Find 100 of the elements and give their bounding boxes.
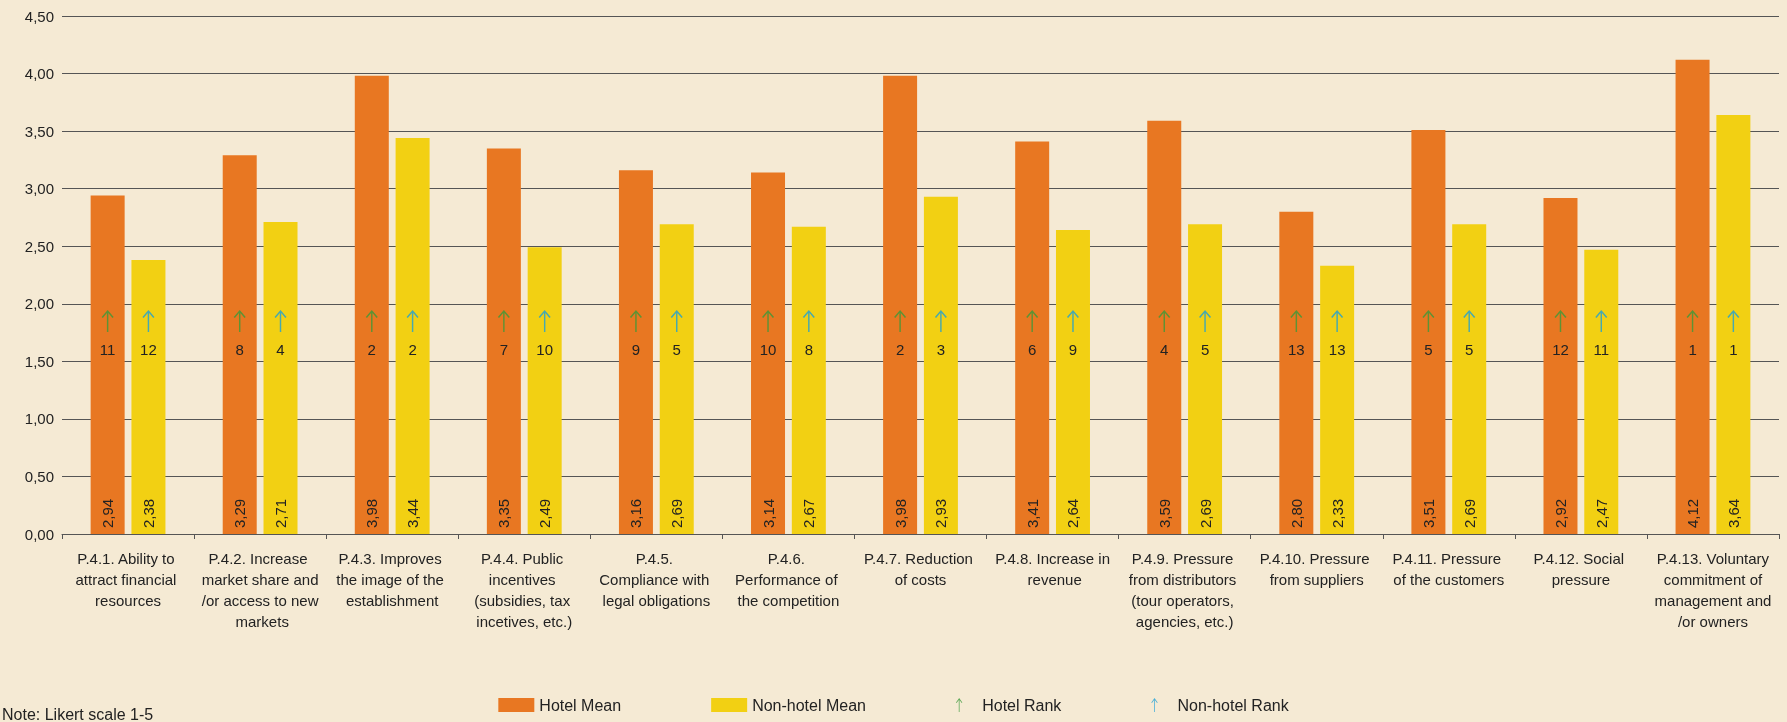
x-tick-label: P.4.11. Pressure of the customers: [1392, 550, 1506, 588]
data-label: 3,51: [1419, 498, 1437, 528]
data-label: 3,44: [404, 498, 422, 528]
bar: [1188, 224, 1223, 534]
data-label: 2,80: [1287, 498, 1305, 528]
data-label: 3,16: [627, 498, 645, 528]
y-tick-label: 0,50: [24, 467, 54, 485]
x-tick-label: P.4.7. Reduction of costs: [863, 550, 978, 588]
data-label: 2,69: [668, 498, 686, 528]
x-tick-label: P.4.6. Performance of the competition: [735, 550, 842, 609]
data-label: 3,35: [495, 498, 513, 528]
bar: [486, 148, 521, 534]
annotation: 2: [408, 341, 417, 359]
y-tick-label: 4,00: [24, 65, 54, 83]
bar: [1584, 249, 1619, 534]
legend-label: Hotel Rank: [982, 696, 1063, 714]
data-label: 3,14: [759, 498, 777, 528]
bar: [90, 195, 125, 534]
data-label: 2,47: [1592, 498, 1610, 528]
data-label: 2,69: [1460, 498, 1478, 528]
bar: [1675, 59, 1710, 534]
bar: [883, 75, 918, 534]
annotation: 13: [1328, 341, 1346, 359]
data-label: 3,98: [363, 498, 381, 528]
x-tick-label: P.4.3. Improves the image of the establishment: [336, 550, 449, 609]
legend-label: Non-hotel Rank: [1177, 696, 1290, 714]
bar: [791, 226, 826, 534]
x-tick-label: P.4.9. Pressure from distributors (tour operators, agencies, etc.): [1128, 550, 1241, 630]
x-tick-label: P.4.8. Increase in revenue: [995, 550, 1110, 588]
bar: [222, 155, 257, 534]
data-label: 2,67: [800, 498, 818, 528]
annotation: 5: [1200, 341, 1210, 359]
annotation: 8: [804, 341, 813, 359]
annotation: 12: [1552, 341, 1569, 359]
annotation: 5: [1424, 341, 1433, 359]
data-label: 2,69: [1196, 498, 1214, 528]
bar: [1055, 230, 1090, 534]
legend-label: Non-hotel Mean: [752, 696, 866, 714]
bar: [354, 75, 389, 534]
x-tick-label: P.4.1. Ability to attract financial resources: [75, 550, 181, 609]
x-tick-label: P.4.12. Social pressure: [1533, 550, 1629, 588]
data-label: 2,94: [99, 498, 117, 528]
annotation: 10: [536, 341, 554, 359]
bar: [131, 260, 166, 534]
data-label: 4,12: [1684, 498, 1702, 528]
y-tick-label: 2,50: [24, 237, 54, 255]
data-label: 2,38: [139, 498, 157, 528]
bar: [1411, 129, 1446, 534]
x-tick-label: P.4.4. Public incentives (subsidies, tax incetives, etc.): [474, 550, 575, 630]
bar: [1147, 120, 1182, 534]
annotation: 2: [367, 341, 376, 359]
y-tick-label: 4,50: [24, 7, 54, 25]
y-tick-label: 2,00: [24, 295, 54, 313]
bar: [1716, 115, 1751, 534]
x-tick-label: P.4.5. Compliance with legal obligations: [599, 550, 714, 609]
data-label: 2,93: [932, 498, 950, 528]
data-label: 3,59: [1155, 498, 1173, 528]
data-label: 3,98: [891, 498, 909, 528]
bar: [527, 247, 562, 534]
bar: [1320, 265, 1355, 534]
annotation: 5: [672, 341, 681, 359]
annotation: 2: [895, 341, 905, 359]
data-label: 2,92: [1551, 498, 1569, 528]
annotation: 13: [1287, 341, 1305, 359]
y-tick-label: 3,00: [24, 180, 54, 198]
bar: [395, 138, 430, 534]
data-label: 2,33: [1328, 498, 1346, 528]
text: Note: Likert scale 1-5: [2, 705, 154, 722]
annotation: 12: [140, 341, 157, 359]
annotation: 4: [1160, 341, 1169, 359]
annotation: 5: [1465, 341, 1474, 359]
annotation: 4: [276, 341, 285, 359]
bar: [659, 224, 694, 534]
bar: [618, 170, 653, 534]
annotation: 1: [1729, 341, 1738, 359]
annotation: 8: [235, 341, 244, 359]
annotation: 11: [99, 341, 116, 359]
x-tick-label: P.4.13. Voluntary commitment of management and/or owners: [1654, 550, 1772, 630]
data-label: 3,41: [1023, 498, 1041, 528]
annotation: 6: [1028, 341, 1037, 359]
annotation: 1: [1688, 341, 1697, 359]
data-label: 3,29: [231, 498, 249, 528]
legend-label: Hotel Mean: [539, 696, 622, 714]
x-tick-label: P.4.10. Pressure from suppliers: [1259, 550, 1374, 588]
bar: [1543, 197, 1578, 534]
bar: [923, 196, 958, 534]
bar: [1279, 211, 1314, 534]
annotation: 9: [631, 341, 641, 359]
annotation: 11: [1593, 341, 1610, 359]
bar: [751, 172, 786, 534]
annotation: 9: [1068, 341, 1078, 359]
annotation: 10: [759, 341, 777, 359]
bar: [263, 222, 298, 534]
y-tick-label: 0,00: [24, 525, 54, 543]
y-tick-label: 1,50: [24, 352, 54, 370]
data-label: 3,64: [1724, 498, 1742, 528]
data-label: 2,49: [536, 498, 554, 528]
annotation: 3: [936, 341, 946, 359]
data-label: 2,64: [1064, 498, 1082, 528]
annotation: 7: [499, 341, 509, 359]
